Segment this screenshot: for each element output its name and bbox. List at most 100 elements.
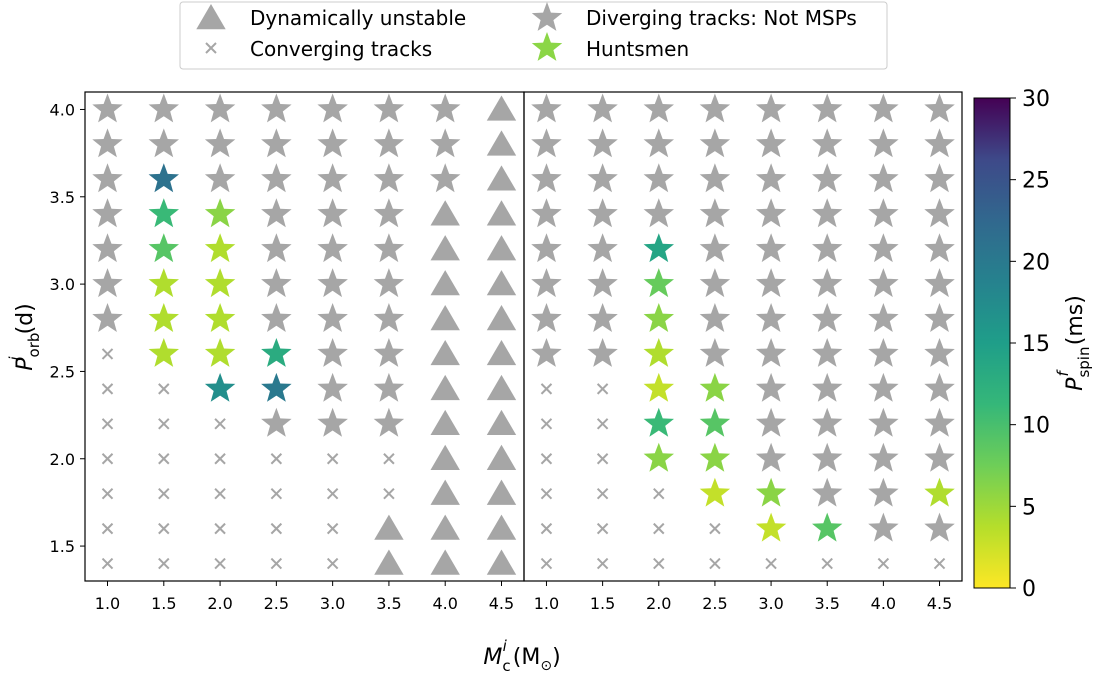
diverging-star-marker — [699, 233, 731, 263]
legend-label-diverging: Diverging tracks: Not MSPs — [586, 6, 857, 30]
diverging-star-marker — [261, 407, 292, 437]
unstable-marker — [486, 514, 517, 540]
converging-marker — [540, 383, 553, 395]
diverging-star-marker — [261, 93, 292, 123]
diverging-star-marker — [587, 303, 618, 332]
huntsmen-star-marker — [148, 233, 179, 263]
unstable-marker — [486, 479, 517, 505]
diverging-star-marker — [812, 442, 843, 472]
diverging-star-marker — [868, 93, 899, 123]
y-tick-label: 3.0 — [50, 275, 75, 294]
huntsmen-star-marker — [204, 338, 236, 367]
huntsmen-star-marker — [755, 477, 787, 507]
huntsmen-star-marker — [643, 372, 674, 402]
diverging-star-marker — [755, 198, 787, 228]
diverging-star-marker — [587, 93, 618, 123]
diverging-star-marker — [812, 198, 843, 228]
diverging-star-marker — [755, 407, 787, 437]
diverging-star-marker — [924, 372, 955, 402]
diverging-star-marker — [868, 407, 899, 437]
diverging-star-marker — [148, 93, 179, 123]
diverging-star-marker — [924, 233, 955, 263]
diverging-star-marker — [531, 338, 562, 367]
diverging-star-marker — [868, 442, 899, 472]
x-axis-label: Mci (M⊙) — [483, 637, 560, 675]
huntsmen-star-marker — [643, 268, 674, 298]
converging-marker — [101, 453, 114, 465]
diverging-star-marker — [812, 233, 843, 263]
diverging-star-marker — [587, 233, 618, 263]
converging-marker — [765, 557, 777, 570]
converging-marker — [270, 557, 283, 570]
diverging-star-marker — [755, 163, 787, 193]
diverging-star-marker — [868, 268, 899, 298]
converging-marker — [877, 557, 890, 570]
diverging-star-marker — [699, 93, 731, 123]
colorbar-tick-label: 10 — [1022, 414, 1050, 439]
diverging-star-marker — [587, 198, 618, 228]
huntsmen-star-marker — [643, 338, 674, 367]
diverging-star-marker — [204, 128, 236, 158]
diverging-star-marker — [317, 128, 348, 158]
y-axis-ticks: 1.5 2.0 2.5 3.0 3.5 4.0 — [50, 100, 85, 556]
converging-marker — [270, 487, 283, 500]
colorbar-label: Pspinf(ms) — [1054, 295, 1093, 391]
y-tick-label: 2.0 — [50, 450, 75, 469]
converging-marker — [596, 418, 609, 430]
converging-marker — [326, 557, 339, 570]
converging-marker — [101, 557, 114, 570]
diverging-star-marker — [755, 303, 787, 332]
unstable-marker — [430, 549, 460, 575]
converging-marker — [596, 453, 609, 465]
diverging-star-marker — [317, 233, 348, 263]
x-tick-label: 2.5 — [264, 594, 289, 613]
huntsmen-star-marker — [261, 338, 292, 367]
diverging-star-marker — [373, 407, 405, 437]
left-panel-frame — [84, 91, 525, 582]
diverging-star-marker — [812, 93, 843, 123]
diverging-star-marker — [755, 338, 787, 367]
huntsmen-star-marker — [699, 407, 731, 437]
diverging-star-marker — [868, 128, 899, 158]
converging-marker — [596, 557, 609, 570]
x-tick-label: 4.0 — [432, 594, 457, 613]
diverging-star-marker — [317, 338, 348, 367]
huntsmen-star-marker — [204, 198, 236, 228]
x-tick-label: 2.0 — [646, 594, 671, 613]
y-tick-label: 3.5 — [50, 188, 75, 207]
converging-marker — [158, 418, 170, 430]
unstable-marker — [486, 130, 517, 156]
diverging-star-marker — [755, 442, 787, 472]
diverging-star-marker — [924, 268, 955, 298]
unstable-marker — [486, 339, 517, 366]
right-panel — [531, 93, 955, 570]
huntsmen-star-marker — [643, 442, 674, 472]
huntsmen-star-marker — [643, 303, 674, 332]
huntsmen-star-marker — [699, 372, 731, 402]
legend: Dynamically unstable Converging tracks D… — [179, 1, 888, 70]
diverging-star-marker — [261, 198, 292, 228]
x-tick-label: 1.0 — [534, 594, 559, 613]
diverging-star-marker — [643, 93, 674, 123]
diverging-star-marker — [643, 163, 674, 193]
diverging-star-marker — [531, 198, 562, 228]
converging-marker — [158, 557, 170, 570]
huntsmen-star-marker — [204, 303, 236, 332]
diverging-star-marker — [531, 233, 562, 263]
diverging-star-marker — [373, 128, 405, 158]
diverging-star-marker — [924, 198, 955, 228]
diverging-star-marker — [373, 163, 405, 193]
diverging-star-marker — [868, 303, 899, 332]
diverging-star-marker — [699, 303, 731, 332]
legend-label-unstable: Dynamically unstable — [250, 6, 466, 30]
unstable-marker — [486, 235, 517, 261]
diverging-star-marker — [812, 128, 843, 158]
legend-x-icon — [205, 42, 217, 54]
diverging-star-marker — [531, 93, 562, 123]
right-panel-frame — [523, 91, 963, 582]
diverging-star-marker — [92, 198, 123, 228]
converging-marker — [158, 453, 170, 465]
converging-marker — [158, 522, 170, 535]
unstable-marker — [486, 200, 517, 226]
